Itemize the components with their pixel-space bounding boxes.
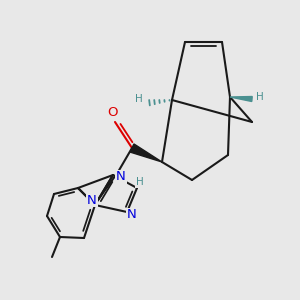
- Text: N: N: [87, 194, 97, 206]
- Polygon shape: [130, 144, 162, 162]
- Polygon shape: [230, 97, 252, 101]
- Text: H: H: [256, 92, 264, 102]
- Text: O: O: [108, 106, 118, 119]
- Text: N: N: [127, 208, 137, 221]
- Text: N: N: [116, 170, 126, 184]
- Text: H: H: [135, 94, 143, 104]
- Text: H: H: [136, 177, 144, 187]
